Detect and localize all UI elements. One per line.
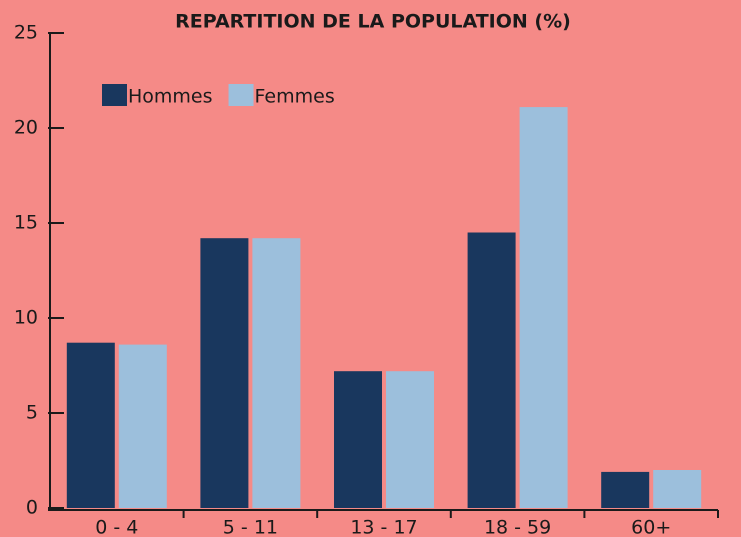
legend-label: Hommes <box>128 86 213 108</box>
legend-swatch <box>228 84 254 106</box>
x-tick-label: 13 - 17 <box>350 517 417 537</box>
legend-label: Femmes <box>255 86 335 108</box>
x-tick-label: 5 - 11 <box>223 517 278 537</box>
x-tick-label: 0 - 4 <box>95 517 138 537</box>
y-tick-label: 5 <box>26 402 38 424</box>
bar <box>252 238 301 508</box>
x-tick-label: 60+ <box>631 517 671 537</box>
legend-swatch <box>102 84 127 106</box>
x-tick-label: 18 - 59 <box>484 517 551 537</box>
bar <box>601 471 650 508</box>
chart-title: REPARTITION DE LA POPULATION (%) <box>175 11 571 33</box>
bar <box>519 107 568 508</box>
y-tick-label: 10 <box>14 307 38 329</box>
y-tick-label: 20 <box>14 117 38 139</box>
bar <box>386 371 434 508</box>
y-tick-label: 15 <box>14 212 38 234</box>
y-tick-label: 0 <box>26 497 38 519</box>
bar <box>334 371 382 508</box>
bar <box>118 344 167 508</box>
bar <box>66 342 115 508</box>
y-tick-label: 25 <box>14 22 38 44</box>
bar <box>200 238 249 508</box>
bar <box>653 470 702 508</box>
bar <box>467 232 516 508</box>
